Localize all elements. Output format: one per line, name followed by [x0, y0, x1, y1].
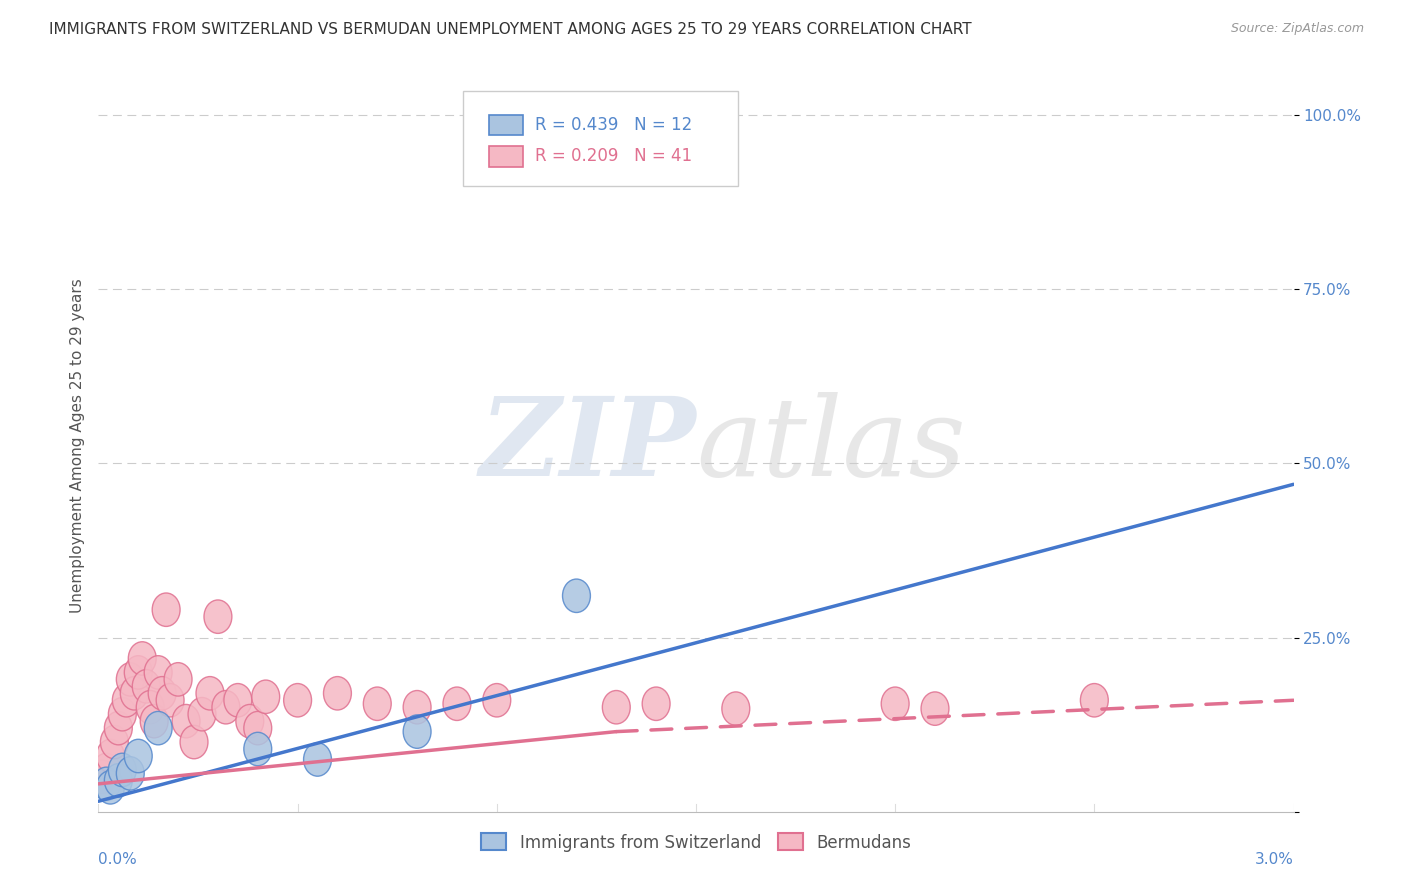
Text: 3.0%: 3.0% — [1254, 852, 1294, 867]
Text: R = 0.209   N = 41: R = 0.209 N = 41 — [534, 147, 692, 165]
Text: IMMIGRANTS FROM SWITZERLAND VS BERMUDAN UNEMPLOYMENT AMONG AGES 25 TO 29 YEARS C: IMMIGRANTS FROM SWITZERLAND VS BERMUDAN … — [49, 22, 972, 37]
FancyBboxPatch shape — [489, 115, 523, 136]
Y-axis label: Unemployment Among Ages 25 to 29 years: Unemployment Among Ages 25 to 29 years — [69, 278, 84, 614]
Text: R = 0.439   N = 12: R = 0.439 N = 12 — [534, 116, 692, 134]
Text: 0.0%: 0.0% — [98, 852, 138, 867]
Text: Source: ZipAtlas.com: Source: ZipAtlas.com — [1230, 22, 1364, 36]
FancyBboxPatch shape — [489, 146, 523, 167]
Text: atlas: atlas — [696, 392, 966, 500]
Text: ZIP: ZIP — [479, 392, 696, 500]
Legend: Immigrants from Switzerland, Bermudans: Immigrants from Switzerland, Bermudans — [474, 827, 918, 858]
FancyBboxPatch shape — [463, 91, 738, 186]
